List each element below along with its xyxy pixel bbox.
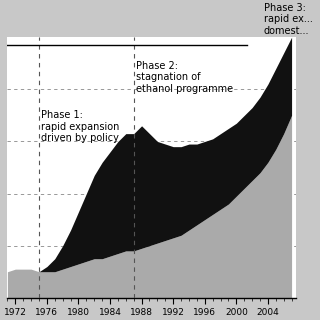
Text: Phase 3:
rapid ex...
domest...: Phase 3: rapid ex... domest... xyxy=(264,3,313,36)
Text: Phase 2:
stagnation of
ethanol programme: Phase 2: stagnation of ethanol programme xyxy=(136,61,233,94)
Text: Phase 1:
rapid expansion
driven by policy: Phase 1: rapid expansion driven by polic… xyxy=(41,110,120,143)
